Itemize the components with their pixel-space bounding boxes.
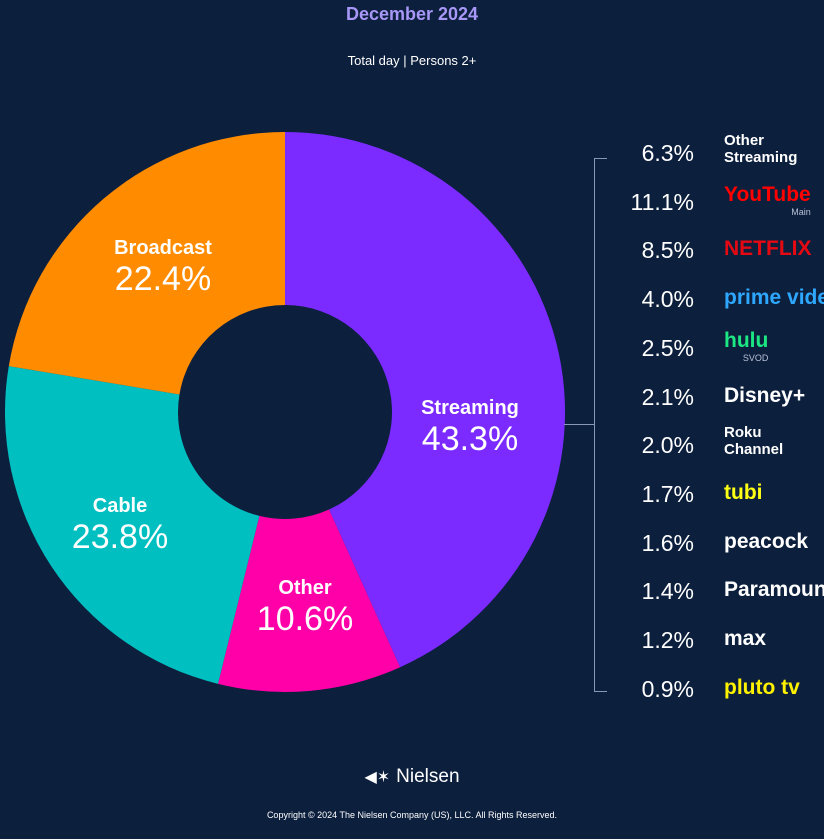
streaming-service-value: 1.7% (641, 480, 694, 507)
segment-value-other: 10.6% (257, 600, 353, 638)
streaming-service-row: 11.1% YouTube Main (620, 179, 820, 225)
streaming-service-logo-roku-channel: Roku Channel (724, 424, 784, 459)
streaming-service-value: 6.3% (641, 140, 694, 166)
segment-label-other: Other (278, 577, 332, 599)
nielsen-mark-icon: ◀✶ (364, 769, 391, 786)
streaming-service-row: 1.6% peacock (620, 520, 820, 566)
streaming-service-logo-disney-: Disney+ (724, 383, 806, 407)
streaming-service-logo-other-streaming: Other Streaming (724, 132, 798, 166)
segment-value-cable: 23.8% (72, 518, 168, 556)
streaming-service-value: 2.0% (641, 432, 694, 459)
chart-title: December 2024 (345, 4, 479, 24)
streaming-service-row: 4.0% prime video (620, 276, 824, 322)
streaming-service-row: 6.3% Other Streaming (620, 130, 820, 176)
donut-segment-streaming (285, 132, 565, 668)
streaming-service-row: 1.4% Paramount+ (620, 568, 824, 614)
streaming-service-value: 1.6% (641, 529, 694, 556)
streaming-service-value: 8.5% (641, 237, 694, 264)
streaming-service-logo-peacock: peacock (724, 529, 809, 553)
streaming-service-value: 1.2% (641, 627, 694, 653)
segment-value-broadcast: 22.4% (115, 260, 211, 298)
segment-label-cable: Cable (93, 495, 147, 517)
streaming-service-value: 0.9% (641, 675, 694, 702)
streaming-service-row: 1.2% max (620, 617, 820, 663)
streaming-service-logo-pluto-tv: pluto tv (724, 675, 800, 699)
streaming-service-logo-hulu: hulu SVOD (724, 328, 769, 363)
streaming-service-row: 2.0% Roku Channel (620, 422, 820, 468)
streaming-service-row: 2.5% hulu SVOD (620, 325, 820, 371)
streaming-service-logo-max: max (724, 627, 767, 650)
segment-value-streaming: 43.3% (422, 420, 518, 458)
streaming-service-value: 2.5% (641, 334, 694, 361)
streaming-service-row: 0.9% pluto tv (620, 666, 820, 712)
streaming-service-row: 2.1% Disney+ (620, 374, 820, 420)
nielsen-brand-text: Nielsen (396, 766, 460, 787)
streaming-service-logo-tubi: tubi (724, 480, 763, 504)
streaming-service-value: 2.1% (641, 383, 694, 410)
segment-label-streaming: Streaming (421, 397, 519, 419)
streaming-service-row: 8.5% NETFLIX (620, 227, 820, 273)
chart-subtitle: Total day | Persons 2+ (347, 53, 477, 68)
nielsen-logo: ◀✶ Nielsen (0, 766, 824, 788)
streaming-bracket (594, 158, 607, 692)
streaming-connector-line (564, 424, 594, 425)
streaming-service-value: 4.0% (641, 286, 694, 313)
streaming-service-value: 1.4% (641, 578, 694, 605)
copyright-text: Copyright © 2024 The Nielsen Company (US… (266, 810, 558, 820)
segment-label-broadcast: Broadcast (114, 237, 212, 259)
donut-segment-cable (4, 366, 260, 684)
donut-segment-other (217, 509, 401, 692)
streaming-service-value: 11.1% (630, 188, 694, 215)
streaming-service-row: 1.7% tubi (620, 471, 820, 517)
streaming-service-logo-netflix: NETFLIX (724, 237, 812, 261)
donut-segment-broadcast (8, 132, 286, 395)
streaming-service-logo-youtube: YouTube Main (724, 182, 811, 217)
streaming-service-logo-prime-video: prime video (724, 286, 824, 310)
streaming-service-logo-paramount-: Paramount+ (724, 578, 824, 602)
